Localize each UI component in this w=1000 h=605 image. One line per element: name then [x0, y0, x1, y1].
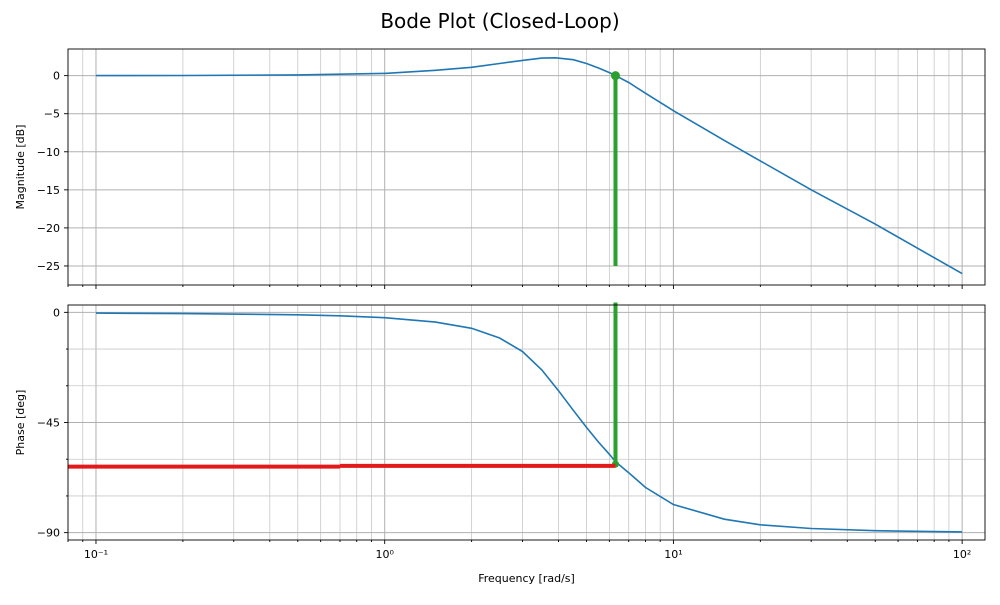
magnitude-frame: [67, 48, 986, 286]
y-tick-label: −45: [37, 417, 60, 430]
magnitude-subplot: 0 −5 −10 −15 −20 −25 Magnitude [dB]: [14, 48, 986, 289]
phase-ylabel: Phase [deg]: [14, 390, 27, 456]
y-tick-label: −90: [37, 527, 60, 540]
magnitude-ticks: 0 −5 −10 −15 −20 −25: [37, 70, 963, 289]
phase-ticks: 0 −45 −90 10⁻¹ 10⁰ 10¹ 10²: [37, 306, 972, 561]
crossover-point: [610, 71, 620, 81]
x-tick-label: 10⁰: [375, 548, 394, 561]
x-tick-label: 10⁻¹: [84, 548, 108, 561]
y-tick-label: −10: [37, 146, 60, 159]
frequency-xlabel: Frequency [rad/s]: [478, 572, 575, 585]
magnitude-lines: [95, 56, 963, 275]
y-tick-label: −20: [37, 222, 60, 235]
y-tick-label: 0: [53, 306, 60, 319]
y-tick-label: −25: [37, 260, 60, 273]
magnitude-ylabel: Magnitude [dB]: [14, 125, 27, 210]
phase-lines: [68, 302, 963, 533]
phase-curve: [95, 312, 963, 533]
magnitude-curve: [95, 56, 963, 275]
phase-grid: [67, 305, 985, 540]
y-tick-label: 0: [53, 70, 60, 83]
magnitude-grid: [67, 49, 985, 285]
phase-subplot: 0 −45 −90 10⁻¹ 10⁰ 10¹ 10² Phase [deg] Frequen…: [14, 302, 986, 585]
chart-title: Bode Plot (Closed-Loop): [380, 9, 619, 33]
phase-frame: [67, 304, 986, 541]
y-tick-label: −15: [37, 184, 60, 197]
x-tick-label: 10²: [953, 548, 971, 561]
y-tick-label: −5: [44, 108, 60, 121]
x-tick-label: 10¹: [664, 548, 682, 561]
